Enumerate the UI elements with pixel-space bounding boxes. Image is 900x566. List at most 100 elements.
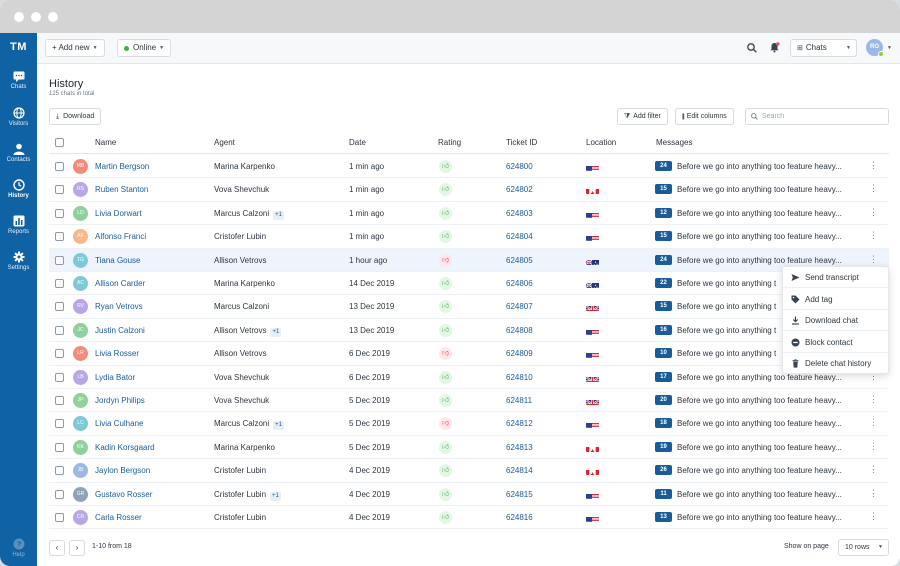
row-checkbox[interactable] bbox=[55, 513, 64, 522]
ticket-id-link[interactable]: 624802 bbox=[506, 185, 533, 195]
sidebar-item-history[interactable]: History bbox=[0, 179, 37, 211]
chevron-down-icon[interactable]: ▼ bbox=[887, 45, 892, 51]
user-avatar[interactable]: RO bbox=[866, 39, 884, 57]
more-options-icon[interactable]: ⋮ bbox=[869, 183, 878, 194]
menu-item-add-tag[interactable]: Add tag bbox=[783, 289, 890, 310]
more-options-icon[interactable]: ⋮ bbox=[869, 487, 878, 498]
extra-agents-badge[interactable]: +1 bbox=[273, 421, 284, 431]
ticket-id-link[interactable]: 624805 bbox=[506, 255, 533, 265]
column-header-name[interactable]: Name bbox=[95, 138, 117, 147]
table-row[interactable]: RV Ryan Vetrovs Marcus Calzoni 13 Dec 2019 👍… bbox=[49, 295, 889, 319]
window-minimize-dot[interactable] bbox=[31, 12, 41, 22]
menu-item-download-chat[interactable]: Download chat bbox=[783, 310, 890, 331]
more-options-icon[interactable]: ⋮ bbox=[869, 160, 878, 170]
next-page-button[interactable]: › bbox=[69, 540, 85, 556]
contact-name[interactable]: Livia Culhane bbox=[95, 419, 144, 429]
row-checkbox[interactable] bbox=[55, 162, 64, 171]
table-row[interactable]: JP Jordyn Philips Vova Shevchuk 5 Dec 2019 👍… bbox=[49, 389, 889, 413]
row-checkbox[interactable] bbox=[55, 372, 64, 382]
table-row[interactable]: MB Martin Bergson Marina Karpenko 1 min ago… bbox=[49, 155, 889, 179]
contact-name[interactable]: Gustavo Rosser bbox=[95, 489, 153, 499]
table-row[interactable]: LB Lydia Bator Vova Shevchuk 6 Dec 2019 👍︎ 62… bbox=[49, 366, 889, 389]
extra-agents-badge[interactable]: +1 bbox=[270, 327, 282, 337]
sidebar-item-settings[interactable]: Settings bbox=[0, 251, 37, 283]
row-checkbox[interactable] bbox=[55, 255, 64, 265]
bell-icon[interactable] bbox=[769, 42, 780, 53]
contact-name[interactable]: Justin Calzoni bbox=[95, 325, 145, 335]
ticket-id-link[interactable]: 624811 bbox=[506, 396, 533, 405]
row-checkbox[interactable] bbox=[55, 489, 64, 499]
extra-agents-badge[interactable]: +1 bbox=[273, 210, 284, 220]
add-filter-button[interactable]: ⧩ Add filter bbox=[617, 108, 668, 125]
edit-columns-button[interactable]: ||| Edit columns bbox=[675, 108, 734, 125]
status-select[interactable]: Online ▼ bbox=[117, 39, 172, 57]
column-header-date[interactable]: Date bbox=[349, 138, 366, 147]
contact-name[interactable]: Kadin Korsgaard bbox=[95, 442, 155, 452]
ticket-id-link[interactable]: 624813 bbox=[506, 442, 533, 452]
ticket-id-link[interactable]: 624816 bbox=[506, 513, 533, 522]
ticket-id-link[interactable]: 624814 bbox=[506, 466, 533, 476]
contact-name[interactable]: Allison Carder bbox=[95, 279, 146, 288]
column-header-ticket-id[interactable]: Ticket ID bbox=[506, 138, 538, 147]
ticket-id-link[interactable]: 624806 bbox=[506, 279, 533, 288]
table-row[interactable]: AF Alfonso Franci Cristofer Lubin 1 min ago… bbox=[49, 225, 889, 249]
table-row[interactable]: JB Jaylon Bergson Cristofer Lubin 4 Dec 201… bbox=[49, 459, 889, 483]
row-checkbox[interactable] bbox=[55, 466, 64, 476]
search-field[interactable] bbox=[745, 108, 889, 125]
more-options-icon[interactable]: ⋮ bbox=[869, 417, 878, 428]
ticket-id-link[interactable]: 624809 bbox=[506, 349, 533, 359]
menu-item-delete-chat-history[interactable]: Delete chat history bbox=[783, 353, 890, 374]
contact-name[interactable]: Livia Dorwart bbox=[95, 208, 142, 218]
column-header-location[interactable]: Location bbox=[586, 138, 617, 147]
row-checkbox[interactable] bbox=[55, 325, 64, 335]
prev-page-button[interactable]: ‹ bbox=[49, 540, 65, 556]
row-checkbox[interactable] bbox=[55, 279, 64, 288]
contact-name[interactable]: Jordyn Philips bbox=[95, 396, 145, 405]
more-options-icon[interactable]: ⋮ bbox=[869, 440, 878, 451]
row-checkbox[interactable] bbox=[55, 419, 64, 429]
contact-name[interactable]: Alfonso Franci bbox=[95, 232, 147, 242]
chats-select[interactable]: ⊞ Chats ▼ bbox=[790, 39, 857, 57]
table-row[interactable]: AC Allison Carder Marina Karpenko 14 Dec 20… bbox=[49, 272, 889, 296]
contact-name[interactable]: Martin Bergson bbox=[95, 162, 150, 171]
window-maximize-dot[interactable] bbox=[48, 12, 58, 22]
ticket-id-link[interactable]: 624800 bbox=[506, 162, 533, 171]
sidebar-item-help[interactable]: ? Help bbox=[0, 538, 37, 566]
table-row[interactable]: CR Carla Rosser Cristofer Lubin 4 Dec 2019 👍… bbox=[49, 506, 889, 530]
sidebar-item-contacts[interactable]: Contacts bbox=[0, 143, 37, 175]
row-checkbox[interactable] bbox=[55, 442, 64, 452]
more-options-icon[interactable]: ⋮ bbox=[869, 370, 878, 381]
rows-per-page-select[interactable]: 10 rows ▼ bbox=[838, 539, 889, 556]
table-row[interactable]: KK Kadin Korsgaard Marina Karpenko 5 Dec 20… bbox=[49, 436, 889, 460]
column-header-messages[interactable]: Messages bbox=[656, 138, 693, 147]
more-options-icon[interactable]: ⋮ bbox=[869, 511, 878, 521]
table-row[interactable]: LC Livia Culhane Marcus Calzoni +1 5 Dec 201… bbox=[49, 412, 889, 436]
ticket-id-link[interactable]: 624803 bbox=[506, 208, 533, 218]
more-options-icon[interactable]: ⋮ bbox=[869, 464, 878, 475]
sidebar-item-visitors[interactable]: Visitors bbox=[0, 107, 37, 139]
table-row[interactable]: LD Livia Dorwart Marcus Calzoni +1 1 min ago… bbox=[49, 202, 889, 226]
ticket-id-link[interactable]: 624807 bbox=[506, 302, 533, 312]
menu-item-send-transcript[interactable]: Send transcript bbox=[783, 267, 890, 288]
window-close-dot[interactable] bbox=[14, 12, 24, 22]
table-row[interactable]: GR Gustavo Rosser Cristofer Lubin +1 4 Dec 2… bbox=[49, 483, 889, 506]
contact-name[interactable]: Carla Rosser bbox=[95, 513, 142, 522]
row-checkbox[interactable] bbox=[55, 208, 64, 218]
download-button[interactable]: ⤓ Download bbox=[49, 108, 102, 125]
contact-name[interactable]: Livia Rosser bbox=[95, 349, 140, 359]
contact-name[interactable]: Lydia Bator bbox=[95, 372, 136, 382]
contact-name[interactable]: Jaylon Bergson bbox=[95, 466, 151, 476]
contact-name[interactable]: Ruben Stanton bbox=[95, 185, 149, 195]
table-row[interactable]: RS Ruben Stanton Vova Shevchuk 1 min ago 👍︎ 6… bbox=[49, 178, 889, 202]
column-header-rating[interactable]: Rating bbox=[438, 138, 462, 147]
more-options-icon[interactable]: ⋮ bbox=[869, 230, 878, 241]
select-all-checkbox[interactable] bbox=[55, 138, 64, 147]
ticket-id-link[interactable]: 624804 bbox=[506, 232, 533, 242]
ticket-id-link[interactable]: 624810 bbox=[506, 372, 533, 382]
sidebar-item-reports[interactable]: Reports bbox=[0, 215, 37, 247]
ticket-id-link[interactable]: 624808 bbox=[506, 325, 533, 335]
row-checkbox[interactable] bbox=[55, 232, 64, 242]
sidebar-item-chats[interactable]: Chats bbox=[0, 71, 37, 103]
row-checkbox[interactable] bbox=[55, 349, 64, 359]
table-row[interactable]: TG Tiana Gouse Allison Vetrovs 1 hour ago 👎︎… bbox=[49, 248, 889, 272]
